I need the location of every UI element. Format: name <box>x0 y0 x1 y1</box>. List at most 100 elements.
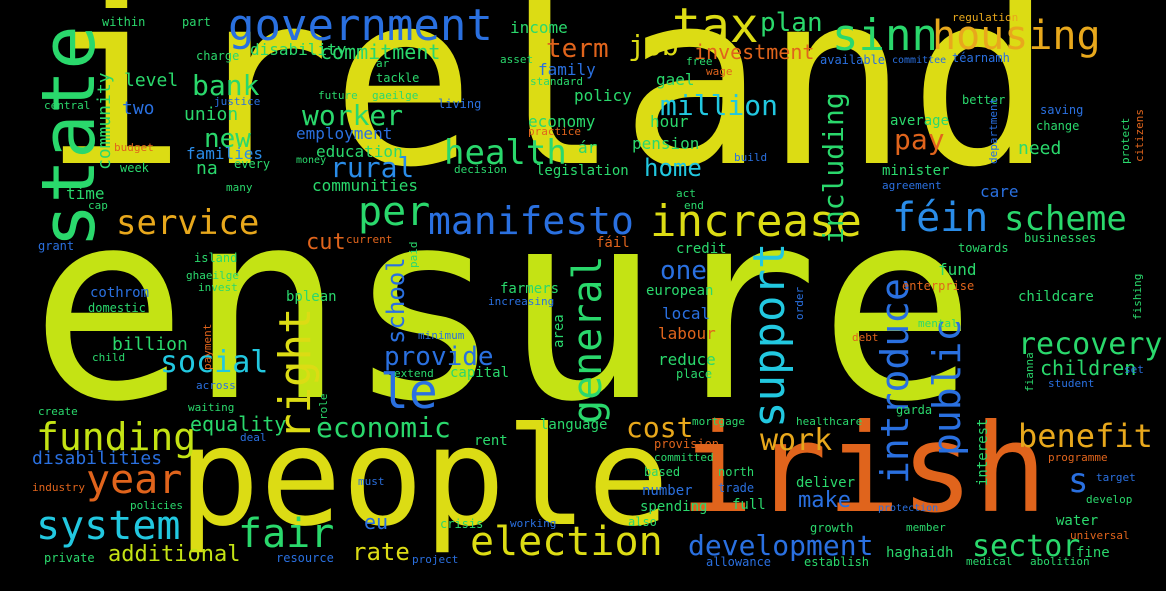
word: european <box>646 283 714 299</box>
word: make <box>798 488 851 513</box>
word: committee <box>892 55 947 66</box>
word: recovery <box>1018 327 1163 362</box>
word: policies <box>130 499 183 512</box>
word: care <box>980 182 1019 201</box>
word: deal <box>240 431 267 444</box>
word: commitment <box>320 40 441 64</box>
word: term <box>546 34 609 64</box>
word: pay <box>894 123 945 156</box>
word: current <box>346 233 393 246</box>
word: job <box>628 29 679 62</box>
word: working <box>510 517 557 530</box>
word: investment <box>694 40 815 64</box>
word: farmers <box>500 281 560 297</box>
word: fishing <box>1131 273 1144 320</box>
word: agreement <box>882 179 942 192</box>
word: sinn <box>832 10 938 61</box>
word: establish <box>804 555 870 569</box>
word: need <box>1018 138 1062 159</box>
word: based <box>644 465 681 479</box>
word: regulation <box>952 11 1019 24</box>
word: money <box>296 155 327 166</box>
word: economy <box>528 112 596 131</box>
word: many <box>226 181 253 194</box>
word: manifesto <box>428 199 634 243</box>
word: better <box>962 93 1006 107</box>
word: mental <box>918 317 958 330</box>
word: garda <box>896 403 933 417</box>
word: must <box>358 475 385 488</box>
word: policy <box>574 86 632 105</box>
word: ár <box>578 138 598 157</box>
word: tax <box>672 0 759 54</box>
word: allowance <box>706 555 772 569</box>
word: debt <box>852 331 879 344</box>
word: full <box>732 497 766 513</box>
word: fáil <box>596 235 630 251</box>
word: week <box>120 161 149 175</box>
word: target <box>1096 471 1136 484</box>
word: equality <box>190 412 287 436</box>
word: ar <box>376 57 390 70</box>
word: water <box>1056 513 1099 529</box>
word: increase <box>650 196 862 247</box>
word: cut <box>306 230 346 255</box>
word: resource <box>276 551 334 565</box>
word: island <box>194 251 238 265</box>
word: spending <box>640 499 708 515</box>
word: one <box>660 256 707 286</box>
word: enterprise <box>902 279 975 293</box>
word: féin <box>892 195 989 241</box>
word: domestic <box>88 301 146 315</box>
word: per <box>358 189 431 235</box>
word: within <box>102 15 146 29</box>
word: haghaidh <box>886 545 954 561</box>
word: public <box>925 318 969 456</box>
word: wage <box>706 65 733 78</box>
word: across <box>196 379 236 392</box>
word: two <box>122 98 155 119</box>
word: project <box>412 553 459 566</box>
word: budget <box>114 141 154 154</box>
word: including <box>817 92 850 244</box>
word: children <box>1040 356 1137 380</box>
word: rent <box>474 433 508 449</box>
word: committed <box>654 451 714 464</box>
word: every <box>234 157 271 171</box>
word: labour <box>658 324 716 343</box>
word: le <box>380 364 438 420</box>
word: tackle <box>376 71 420 85</box>
word: local <box>662 304 711 323</box>
word: fund <box>938 260 977 279</box>
word: communities <box>312 176 418 195</box>
word: support <box>744 242 795 428</box>
word: programme <box>1048 451 1108 464</box>
word: citizens <box>1133 109 1146 162</box>
word: order <box>793 286 806 320</box>
word: ensure <box>30 154 977 459</box>
word: central <box>44 99 91 112</box>
word: department <box>987 97 1000 164</box>
word: protection <box>878 503 939 514</box>
word: minister <box>882 163 950 179</box>
word: growth <box>810 521 854 535</box>
word: time <box>66 184 105 203</box>
word: practice <box>528 125 581 138</box>
word: system <box>36 503 181 549</box>
word: universal <box>1070 529 1130 542</box>
word: téarnamh <box>952 51 1010 65</box>
word: provision <box>654 437 720 451</box>
word: community <box>94 72 115 170</box>
word: develop <box>1086 493 1133 506</box>
word: childcare <box>1018 289 1094 305</box>
word: capital <box>450 365 510 381</box>
word: million <box>660 89 779 122</box>
word: set <box>1124 363 1144 376</box>
word: plan <box>760 8 823 38</box>
word: worker <box>302 99 404 132</box>
word: average <box>890 113 950 129</box>
word: invest <box>198 281 238 294</box>
word: disabilities <box>32 448 163 469</box>
word: payment <box>201 323 214 370</box>
